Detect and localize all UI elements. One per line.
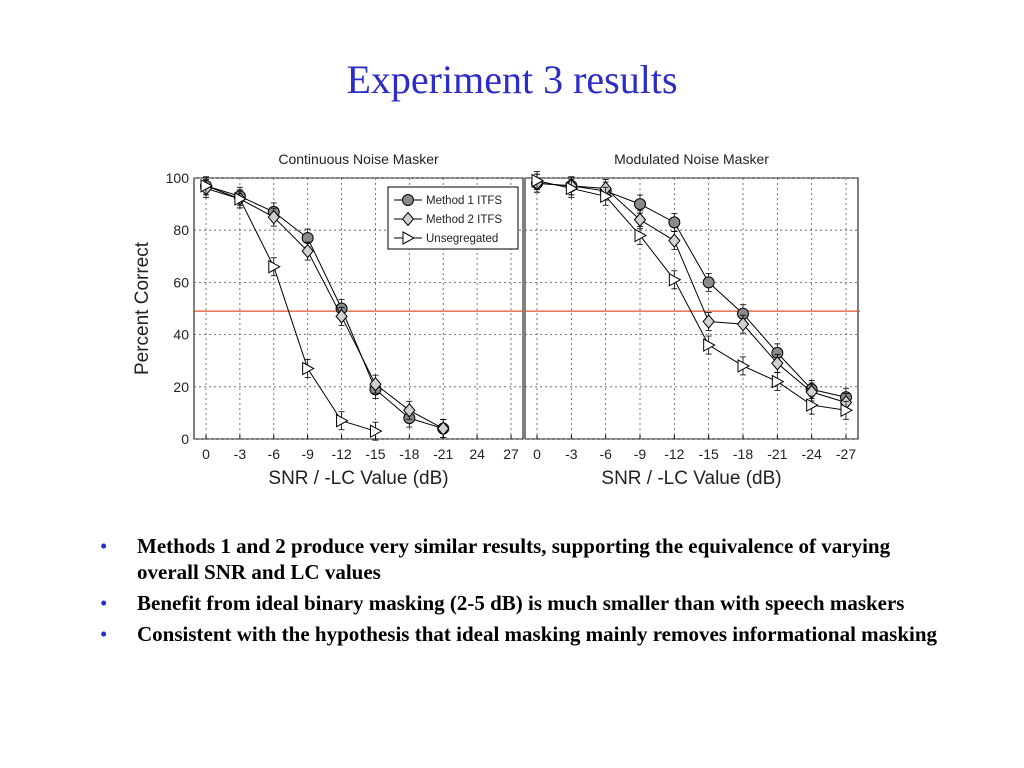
x-axis-label: SNR / -LC Value (dB) bbox=[268, 468, 448, 489]
panel-title: Continuous Noise Masker bbox=[278, 151, 439, 167]
data-point bbox=[668, 216, 681, 229]
legend-marker bbox=[402, 194, 414, 206]
x-tick-label: -15 bbox=[365, 446, 385, 462]
y-tick-label: 20 bbox=[173, 379, 189, 395]
x-tick-label: -3 bbox=[565, 446, 578, 462]
data-point bbox=[369, 424, 383, 439]
x-tick-label: -9 bbox=[301, 446, 314, 462]
x-tick-label: -24 bbox=[802, 446, 822, 462]
x-tick-label: 0 bbox=[202, 446, 210, 462]
x-tick-label: -18 bbox=[399, 446, 419, 462]
data-point bbox=[703, 338, 716, 352]
data-point bbox=[267, 209, 280, 225]
bullet-item: • Consistent with the hypothesis that id… bbox=[100, 621, 950, 647]
y-axis-label: Percent Correct bbox=[132, 241, 153, 375]
x-tick-label: -9 bbox=[634, 446, 647, 462]
series-line bbox=[205, 185, 376, 432]
data-point bbox=[806, 398, 819, 412]
data-point bbox=[369, 376, 382, 392]
y-tick-label: 80 bbox=[173, 222, 189, 238]
plot-frame bbox=[193, 177, 524, 440]
bullet-icon: • bbox=[100, 622, 108, 646]
x-tick-label: -6 bbox=[599, 446, 612, 462]
series-line bbox=[536, 182, 847, 398]
x-tick-label: -21 bbox=[767, 446, 787, 462]
data-point bbox=[668, 272, 682, 287]
legend-label: Method 1 ITFS bbox=[426, 195, 502, 207]
data-point bbox=[633, 212, 647, 228]
data-point bbox=[531, 173, 545, 188]
bullet-item: • Benefit from ideal binary masking (2-5… bbox=[100, 590, 950, 616]
data-point bbox=[736, 316, 750, 332]
legend-marker bbox=[401, 211, 415, 227]
x-tick-label: 27 bbox=[503, 446, 519, 462]
data-point bbox=[840, 403, 854, 418]
bullet-text: Methods 1 and 2 produce very similar res… bbox=[137, 534, 891, 584]
legend-label: Method 2 ITFS bbox=[426, 214, 502, 226]
series-line bbox=[536, 180, 847, 411]
series-line bbox=[205, 187, 444, 430]
data-point bbox=[565, 181, 579, 196]
data-point bbox=[634, 198, 646, 211]
data-point bbox=[737, 359, 751, 373]
bullet-text: Benefit from ideal binary masking (2-5 d… bbox=[137, 591, 905, 615]
data-point bbox=[437, 421, 450, 436]
y-tick-label: 0 bbox=[181, 431, 189, 447]
bullet-item: • Methods 1 and 2 produce very similar r… bbox=[100, 533, 950, 585]
x-axis-label: SNR / -LC Value (dB) bbox=[601, 468, 781, 489]
data-point bbox=[702, 314, 715, 329]
data-point bbox=[668, 233, 681, 248]
legend-marker bbox=[402, 231, 416, 245]
y-tick-label: 60 bbox=[173, 274, 189, 290]
data-point bbox=[336, 413, 349, 428]
x-tick-label: -15 bbox=[699, 446, 719, 462]
data-point bbox=[234, 192, 247, 206]
y-tick-label: 40 bbox=[173, 327, 189, 343]
panel-title: Modulated Noise Masker bbox=[614, 151, 769, 167]
bullet-text: Consistent with the hypothesis that idea… bbox=[137, 622, 938, 646]
data-point bbox=[301, 243, 314, 259]
data-point bbox=[634, 228, 648, 243]
series-line bbox=[536, 182, 847, 403]
x-tick-label: -12 bbox=[664, 446, 684, 462]
slide-title: Experiment 3 results bbox=[346, 57, 678, 102]
x-tick-label: -18 bbox=[733, 446, 753, 462]
x-tick-label: -21 bbox=[433, 446, 453, 462]
x-tick-label: -6 bbox=[268, 446, 281, 462]
y-tick-label: 100 bbox=[166, 170, 190, 186]
data-point bbox=[268, 259, 281, 274]
x-tick-label: -3 bbox=[234, 446, 247, 462]
bullet-icon: • bbox=[100, 591, 108, 615]
data-point bbox=[403, 403, 416, 418]
data-point bbox=[200, 178, 214, 193]
data-point bbox=[302, 361, 315, 376]
x-tick-label: -27 bbox=[836, 446, 856, 462]
x-tick-label: -12 bbox=[331, 446, 351, 462]
legend-label: Unsegregated bbox=[426, 233, 498, 245]
data-point bbox=[771, 374, 785, 389]
data-point bbox=[702, 276, 715, 289]
data-point bbox=[335, 309, 348, 324]
results-figure: 0 -3 -6 -9 -12 -15 -18 -21 24 27 0 20 40 60 80 100 Conti… bbox=[132, 151, 860, 489]
x-tick-label: 0 bbox=[533, 446, 541, 462]
bullet-list: • Methods 1 and 2 produce very similar r… bbox=[100, 533, 950, 652]
x-tick-label: 24 bbox=[469, 446, 485, 462]
data-point bbox=[600, 189, 613, 204]
data-point bbox=[771, 356, 784, 371]
bullet-icon: • bbox=[100, 534, 108, 558]
